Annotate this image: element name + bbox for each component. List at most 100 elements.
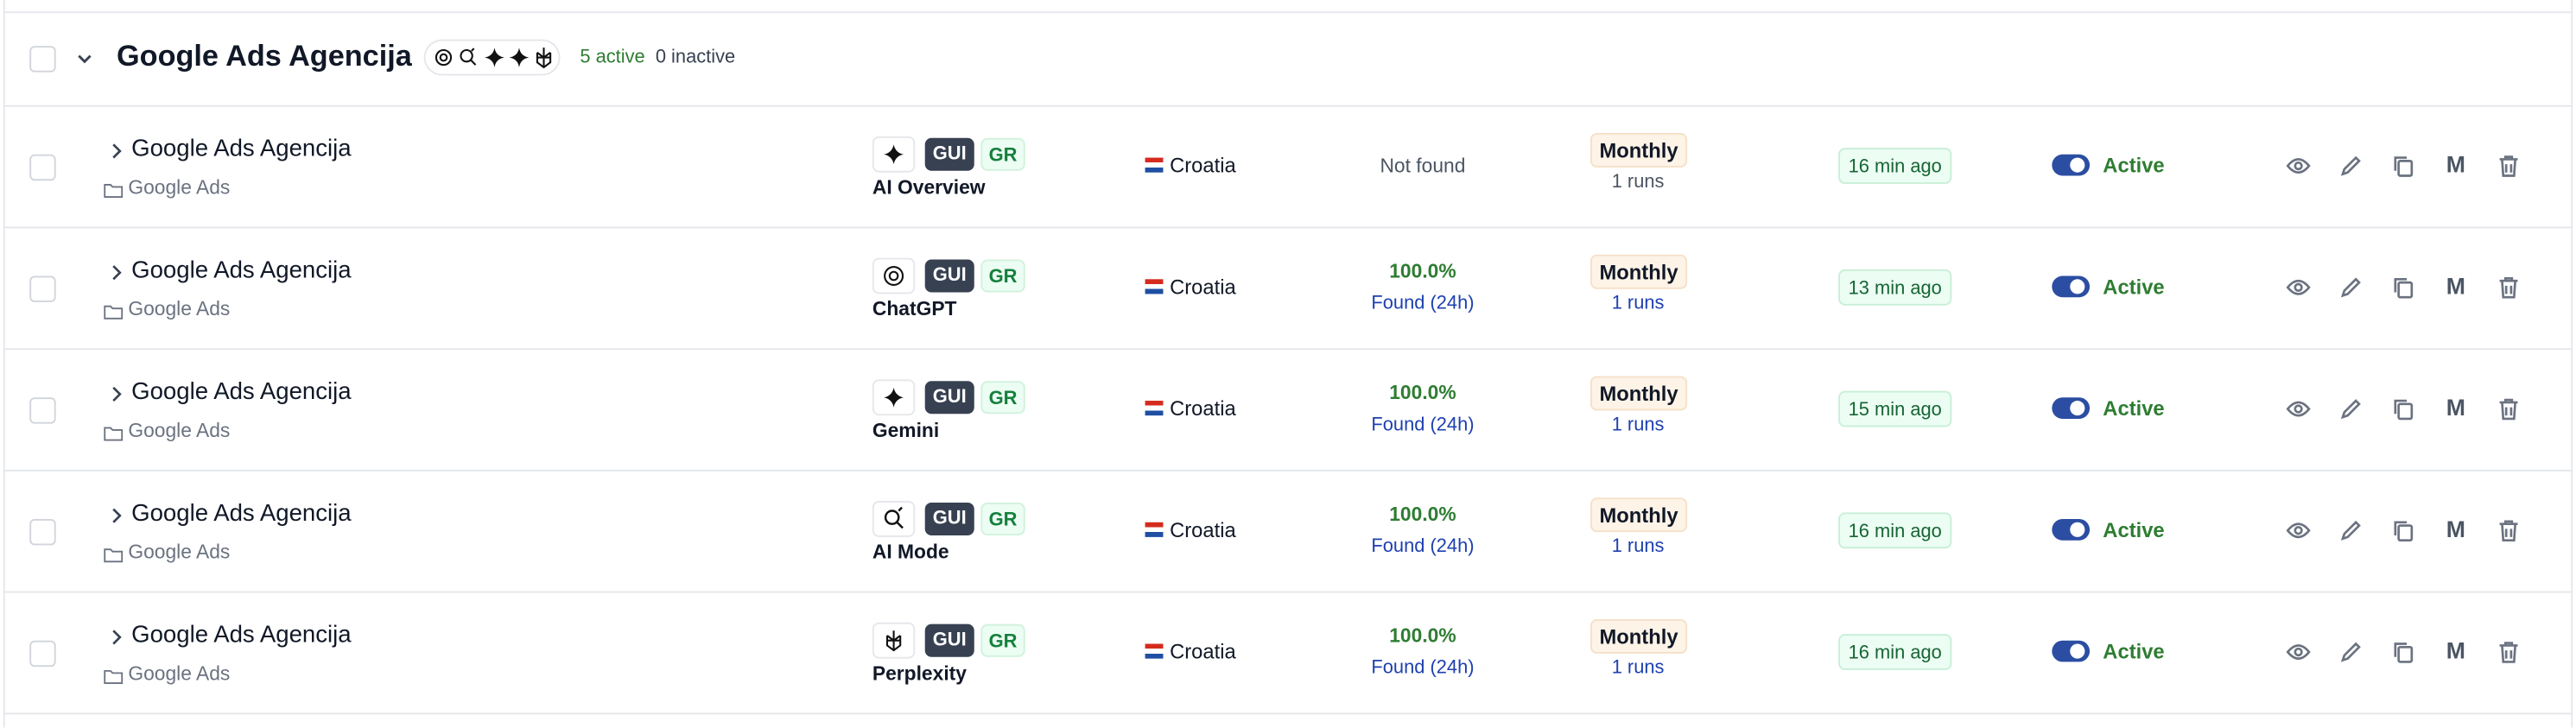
country: Croatia xyxy=(1170,518,1236,542)
edit-button[interactable] xyxy=(2338,275,2363,309)
frequency: Monthly xyxy=(1589,497,1688,533)
badge: GUI xyxy=(924,137,974,171)
trash xyxy=(2499,155,2518,177)
collapse-chevron[interactable] xyxy=(74,47,96,69)
row-checkbox[interactable] xyxy=(29,518,56,546)
engine-icon-box xyxy=(872,136,916,173)
edit-button[interactable] xyxy=(2338,517,2363,552)
folder-name: Google Ads xyxy=(128,662,231,686)
row-checkbox[interactable] xyxy=(29,154,56,181)
chevron xyxy=(112,386,122,402)
row-name: Google Ads Agencija xyxy=(131,257,352,285)
chevron xyxy=(112,265,122,281)
badge: GUI xyxy=(924,381,974,415)
active-count: 5 active xyxy=(580,47,645,67)
divider xyxy=(3,11,2573,14)
status-toggle[interactable] xyxy=(2052,397,2091,419)
flag xyxy=(1145,522,1164,537)
frequency: Monthly xyxy=(1589,376,1688,411)
expand-chevron[interactable] xyxy=(104,259,130,294)
left-border xyxy=(3,0,5,728)
found-link[interactable]: Found (24h) xyxy=(1371,415,1475,435)
action-m[interactable]: M xyxy=(2446,150,2465,178)
status-toggle[interactable] xyxy=(2052,275,2091,298)
delete-button[interactable] xyxy=(2496,396,2522,430)
delete-button[interactable] xyxy=(2496,517,2522,552)
engine-icon-box xyxy=(872,379,916,416)
chevron xyxy=(112,630,122,645)
copy-button[interactable] xyxy=(2390,517,2416,552)
view-button[interactable] xyxy=(2285,275,2311,309)
last-run: 15 min ago xyxy=(1838,390,1952,427)
delete-button[interactable] xyxy=(2496,275,2522,309)
edit-button[interactable] xyxy=(2338,396,2363,430)
copy xyxy=(2394,643,2414,663)
frequency: Monthly xyxy=(1589,133,1688,168)
status-toggle[interactable] xyxy=(2052,640,2091,662)
view-button[interactable] xyxy=(2285,639,2311,674)
engine-icons xyxy=(423,39,561,76)
row-name: Google Ads Agencija xyxy=(131,501,352,528)
action-m[interactable]: M xyxy=(2446,394,2465,421)
result: Not found xyxy=(1380,154,1466,178)
flag xyxy=(1145,643,1164,659)
copy-button[interactable] xyxy=(2390,396,2416,430)
runs: 1 runs xyxy=(1611,172,1665,193)
copy-button[interactable] xyxy=(2390,275,2416,309)
row-name: Google Ads Agencija xyxy=(131,136,352,163)
status-toggle[interactable] xyxy=(2052,154,2091,176)
eye xyxy=(2286,279,2311,295)
divider xyxy=(3,469,2573,472)
row-checkbox[interactable] xyxy=(29,640,56,668)
delete-button[interactable] xyxy=(2496,153,2522,187)
action-m[interactable]: M xyxy=(2446,636,2465,664)
group-checkbox[interactable] xyxy=(29,46,56,73)
status: Active xyxy=(2103,154,2165,178)
action-m[interactable]: M xyxy=(2446,516,2465,542)
expand-chevron[interactable] xyxy=(104,138,130,173)
delete-button[interactable] xyxy=(2496,639,2522,674)
divider xyxy=(3,712,2573,715)
copy-button[interactable] xyxy=(2390,639,2416,674)
row-name: Google Ads Agencija xyxy=(131,622,352,649)
engine-name: AI Overview xyxy=(872,175,986,199)
expand-chevron[interactable] xyxy=(104,503,130,537)
row-name: Google Ads Agencija xyxy=(131,379,352,406)
status: Active xyxy=(2103,275,2165,300)
chevron xyxy=(112,508,122,523)
found-link[interactable]: Found (24h) xyxy=(1371,658,1475,679)
action-m[interactable]: M xyxy=(2446,272,2465,300)
row-checkbox[interactable] xyxy=(29,275,56,302)
status: Active xyxy=(2103,640,2165,664)
result: 100.0% xyxy=(1389,502,1456,526)
trash xyxy=(2499,398,2518,421)
found-link[interactable]: Found (24h) xyxy=(1371,294,1475,314)
result: 100.0% xyxy=(1389,381,1456,404)
folder-icon xyxy=(102,177,125,212)
view-button[interactable] xyxy=(2285,396,2311,430)
engine-icon xyxy=(884,506,904,529)
frequency: Monthly xyxy=(1589,254,1688,289)
engine-icon xyxy=(884,265,904,287)
expand-chevron[interactable] xyxy=(104,381,130,415)
status: Active xyxy=(2103,397,2165,421)
country: Croatia xyxy=(1170,640,1236,664)
expand-chevron[interactable] xyxy=(104,624,130,659)
trash xyxy=(2499,642,2518,663)
view-button[interactable] xyxy=(2285,517,2311,552)
flag xyxy=(1145,279,1164,294)
result: 100.0% xyxy=(1389,624,1456,648)
engine-icon xyxy=(885,630,902,652)
edit-button[interactable] xyxy=(2338,153,2363,187)
edit-button[interactable] xyxy=(2338,639,2363,674)
status-toggle[interactable] xyxy=(2052,518,2091,541)
view-button[interactable] xyxy=(2285,153,2311,187)
row-checkbox[interactable] xyxy=(29,397,56,424)
flag xyxy=(1145,157,1164,173)
folder-icon xyxy=(102,421,125,455)
engine-name: Perplexity xyxy=(872,662,967,686)
eye xyxy=(2286,401,2311,417)
folder xyxy=(104,184,124,199)
copy-button[interactable] xyxy=(2390,153,2416,187)
found-link[interactable]: Found (24h) xyxy=(1371,536,1475,557)
